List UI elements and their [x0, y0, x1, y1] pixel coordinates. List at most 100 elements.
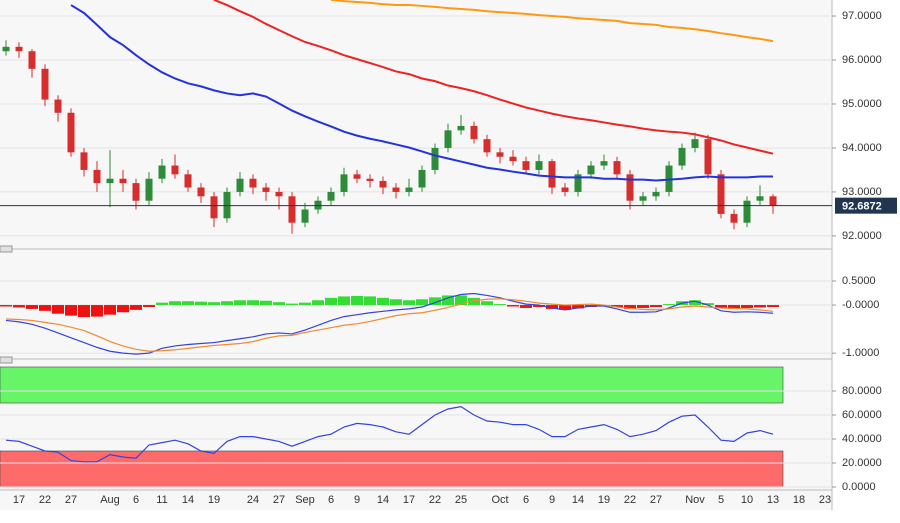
x-tick-label: Nov — [685, 494, 705, 506]
candle-body — [171, 165, 179, 175]
histogram-bar — [767, 305, 779, 307]
y-tick-label: -1.0000 — [842, 347, 879, 359]
x-tick-label: 22 — [39, 494, 51, 506]
y-tick-label: 40.0000 — [842, 433, 882, 445]
histogram-bar — [455, 295, 467, 306]
y-tick-label: 95.0000 — [842, 98, 882, 110]
y-tick-label: 60.0000 — [842, 409, 882, 421]
candle-body — [340, 174, 348, 192]
candle-body — [639, 196, 647, 201]
candle-body — [15, 46, 23, 52]
candle-body — [366, 178, 374, 181]
candle-body — [457, 125, 465, 131]
histogram-bar — [247, 300, 259, 306]
candle-body — [106, 178, 114, 184]
candle-body — [210, 196, 218, 219]
y-tick-label: 0.0000 — [842, 481, 876, 493]
x-tick-label: 13 — [767, 494, 779, 506]
x-tick-label: 17 — [13, 494, 25, 506]
candle-body — [158, 165, 166, 179]
candle-body — [730, 213, 738, 223]
candle-body — [41, 68, 49, 100]
x-tick-label: 22 — [429, 494, 441, 506]
candle-body — [431, 147, 439, 170]
histogram-bar — [39, 305, 51, 311]
candle-body — [704, 139, 712, 175]
candle-body — [80, 152, 88, 170]
candle-body — [600, 161, 608, 166]
candle-body — [574, 174, 582, 192]
histogram-bar — [156, 302, 168, 306]
candle-body — [483, 139, 491, 153]
candle-body — [444, 130, 452, 148]
histogram-bar — [221, 301, 233, 306]
x-tick-label: 9 — [549, 494, 555, 506]
histogram-bar — [611, 305, 623, 307]
x-tick-label: 23 — [819, 494, 831, 506]
candle-body — [301, 209, 309, 223]
line-series — [70, 4, 773, 182]
histogram-bar — [286, 303, 298, 306]
x-tick-label: 14 — [572, 494, 584, 506]
histogram-bar — [325, 297, 337, 306]
candle-body — [262, 187, 270, 192]
last-value-label: 92.6872 — [842, 201, 882, 213]
histogram-bar — [507, 305, 519, 307]
x-tick-label: 14 — [182, 494, 194, 506]
x-tick-label: 18 — [793, 494, 805, 506]
candle-body — [561, 187, 569, 192]
candle-body — [756, 196, 764, 201]
candle-body — [613, 161, 621, 175]
candle-body — [145, 178, 153, 201]
line-series — [213, 0, 774, 155]
histogram-bar — [481, 301, 493, 306]
candle-body — [496, 152, 504, 157]
candle-body — [28, 51, 36, 69]
candle-body — [535, 161, 543, 170]
histogram-bar — [663, 304, 675, 306]
candle-body — [197, 187, 205, 197]
candle-body — [379, 180, 387, 188]
y-tick-label: 93.0000 — [842, 186, 882, 198]
histogram-bar — [728, 305, 740, 309]
candle-body — [54, 99, 62, 113]
histogram-bar — [312, 300, 324, 306]
candle-body — [353, 174, 361, 179]
y-tick-label: -0.0000 — [842, 299, 879, 311]
histogram-bar — [260, 300, 272, 306]
panel-handle[interactable] — [0, 356, 13, 364]
line-series — [5, 405, 774, 463]
histogram-bar — [169, 301, 181, 306]
histogram-bar — [338, 296, 350, 306]
y-tick-label: 96.0000 — [842, 54, 882, 66]
histogram-bar — [572, 305, 584, 309]
candle-body — [275, 191, 283, 197]
candle-body — [405, 187, 413, 192]
histogram-bar — [13, 305, 25, 308]
candle-body — [327, 191, 335, 201]
histogram-bar — [624, 305, 636, 309]
panel-handle[interactable] — [0, 245, 13, 253]
band — [0, 366, 784, 404]
histogram-bar — [143, 305, 155, 307]
x-tick-label: 27 — [650, 494, 662, 506]
histogram-bar — [0, 305, 12, 307]
histogram-bar — [390, 299, 402, 306]
x-tick-label: 10 — [741, 494, 753, 506]
y-tick-label: 97.0000 — [842, 10, 882, 22]
x-tick-label: 6 — [328, 494, 334, 506]
x-tick-label: Sep — [295, 494, 315, 506]
line-series — [5, 292, 774, 355]
histogram-bar — [403, 300, 415, 306]
candle-body — [769, 196, 777, 206]
histogram-bar — [468, 297, 480, 306]
candle-body — [288, 196, 296, 223]
histogram-bar — [377, 297, 389, 306]
candle-body — [717, 174, 725, 214]
histogram-bar — [364, 296, 376, 306]
candle-body — [678, 147, 686, 166]
histogram-bar — [78, 305, 90, 318]
x-tick-label: 9 — [354, 494, 360, 506]
x-tick-label: 24 — [247, 494, 259, 506]
